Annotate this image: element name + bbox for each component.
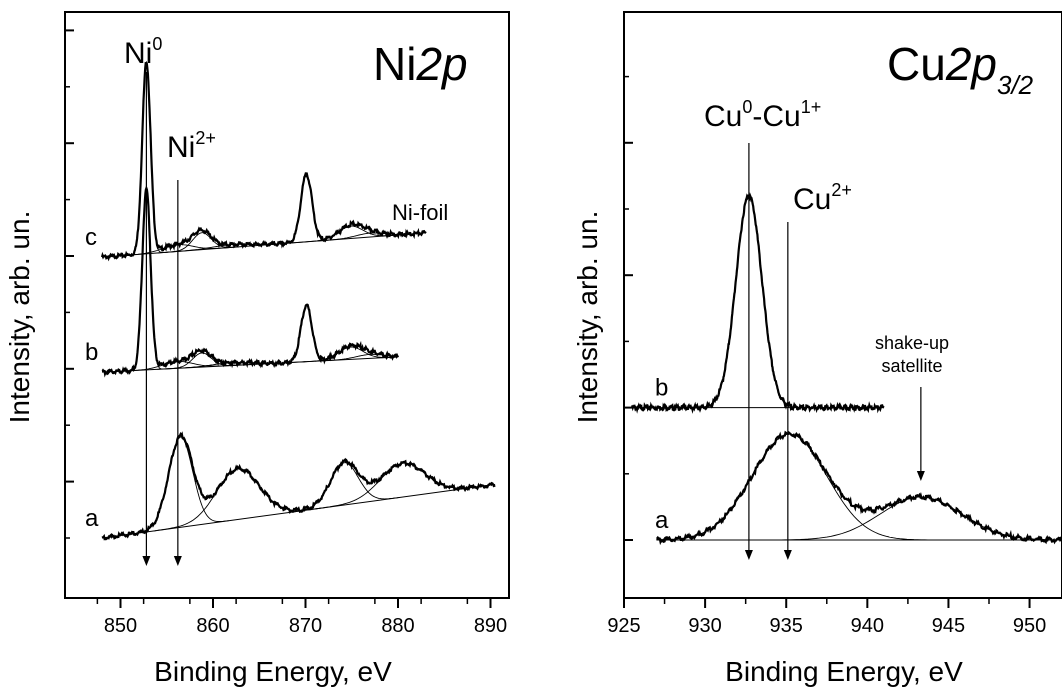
arrow-head bbox=[142, 556, 151, 566]
x-tick-label: 945 bbox=[932, 615, 965, 637]
cu2p-title: Cu2p3/2 bbox=[887, 38, 1034, 100]
spectrum-b bbox=[631, 192, 885, 414]
fit-component bbox=[758, 496, 1062, 541]
cu2p-x-axis-label: Binding Energy, eV bbox=[725, 656, 963, 687]
series-label-a: a bbox=[655, 507, 669, 534]
arrow-head bbox=[173, 556, 182, 566]
series-label-b: b bbox=[85, 339, 98, 366]
spectrum-c bbox=[100, 61, 427, 262]
x-tick-label: 950 bbox=[1013, 615, 1046, 637]
fit-component bbox=[157, 361, 306, 370]
x-tick-label: 935 bbox=[770, 615, 803, 637]
fit-component bbox=[152, 468, 324, 532]
x-tick-label: 880 bbox=[381, 615, 414, 637]
shake-up-label: shake-up bbox=[875, 333, 949, 353]
plot-frame bbox=[64, 11, 510, 599]
spectrum-a bbox=[101, 431, 496, 541]
series-label-c: c bbox=[85, 224, 97, 251]
baseline-b bbox=[101, 356, 399, 373]
fit-component bbox=[313, 462, 492, 510]
fit-component bbox=[288, 462, 400, 513]
ni2p-panel: Ni2p Ni0 Ni2+ Ni-foil Binding Energy, eV… bbox=[4, 11, 510, 687]
arrow-head bbox=[744, 550, 753, 560]
ni2p-x-axis-label: Binding Energy, eV bbox=[154, 656, 392, 687]
ni-foil-label: Ni-foil bbox=[392, 200, 448, 225]
series-label-b: b bbox=[655, 375, 668, 402]
ni0-label: Ni0 bbox=[124, 34, 162, 70]
spectrum-a bbox=[656, 430, 1062, 546]
fit-component bbox=[132, 436, 229, 535]
x-tick-label: 925 bbox=[607, 615, 640, 637]
ni2p-title: Ni2p bbox=[373, 38, 468, 90]
arrow-head bbox=[916, 471, 925, 481]
cu0-cu1plus-label: Cu0-Cu1+ bbox=[704, 97, 821, 133]
cu2p-panel: Cu2p3/2 Cu0-Cu1+ Cu2+ shake-up satellite… bbox=[572, 11, 1062, 687]
x-tick-label: 860 bbox=[196, 615, 229, 637]
x-tick-label: 890 bbox=[474, 615, 507, 637]
x-tick-label: 940 bbox=[851, 615, 884, 637]
fit-component bbox=[157, 241, 306, 254]
plot-frame bbox=[623, 11, 1062, 599]
satellite-label: satellite bbox=[881, 356, 942, 376]
arrow-head bbox=[783, 550, 792, 560]
fit-component bbox=[284, 173, 329, 244]
ni2p-y-axis-label: Intensity, arb. un. bbox=[4, 211, 35, 424]
ni2plus-label: Ni2+ bbox=[167, 128, 216, 164]
x-tick-label: 930 bbox=[688, 615, 721, 637]
fit-component bbox=[314, 353, 398, 362]
x-tick-label: 870 bbox=[289, 615, 322, 637]
baseline-c bbox=[101, 232, 426, 258]
cu2p-y-axis-label: Intensity, arb. un. bbox=[572, 211, 603, 424]
x-tick-label: 850 bbox=[104, 615, 137, 637]
fit-component bbox=[284, 304, 329, 364]
cu2plus-label: Cu2+ bbox=[793, 180, 852, 216]
fit-component bbox=[129, 60, 163, 256]
fit-component bbox=[314, 232, 426, 242]
series-label-a: a bbox=[85, 505, 99, 532]
fit-component bbox=[656, 433, 939, 541]
